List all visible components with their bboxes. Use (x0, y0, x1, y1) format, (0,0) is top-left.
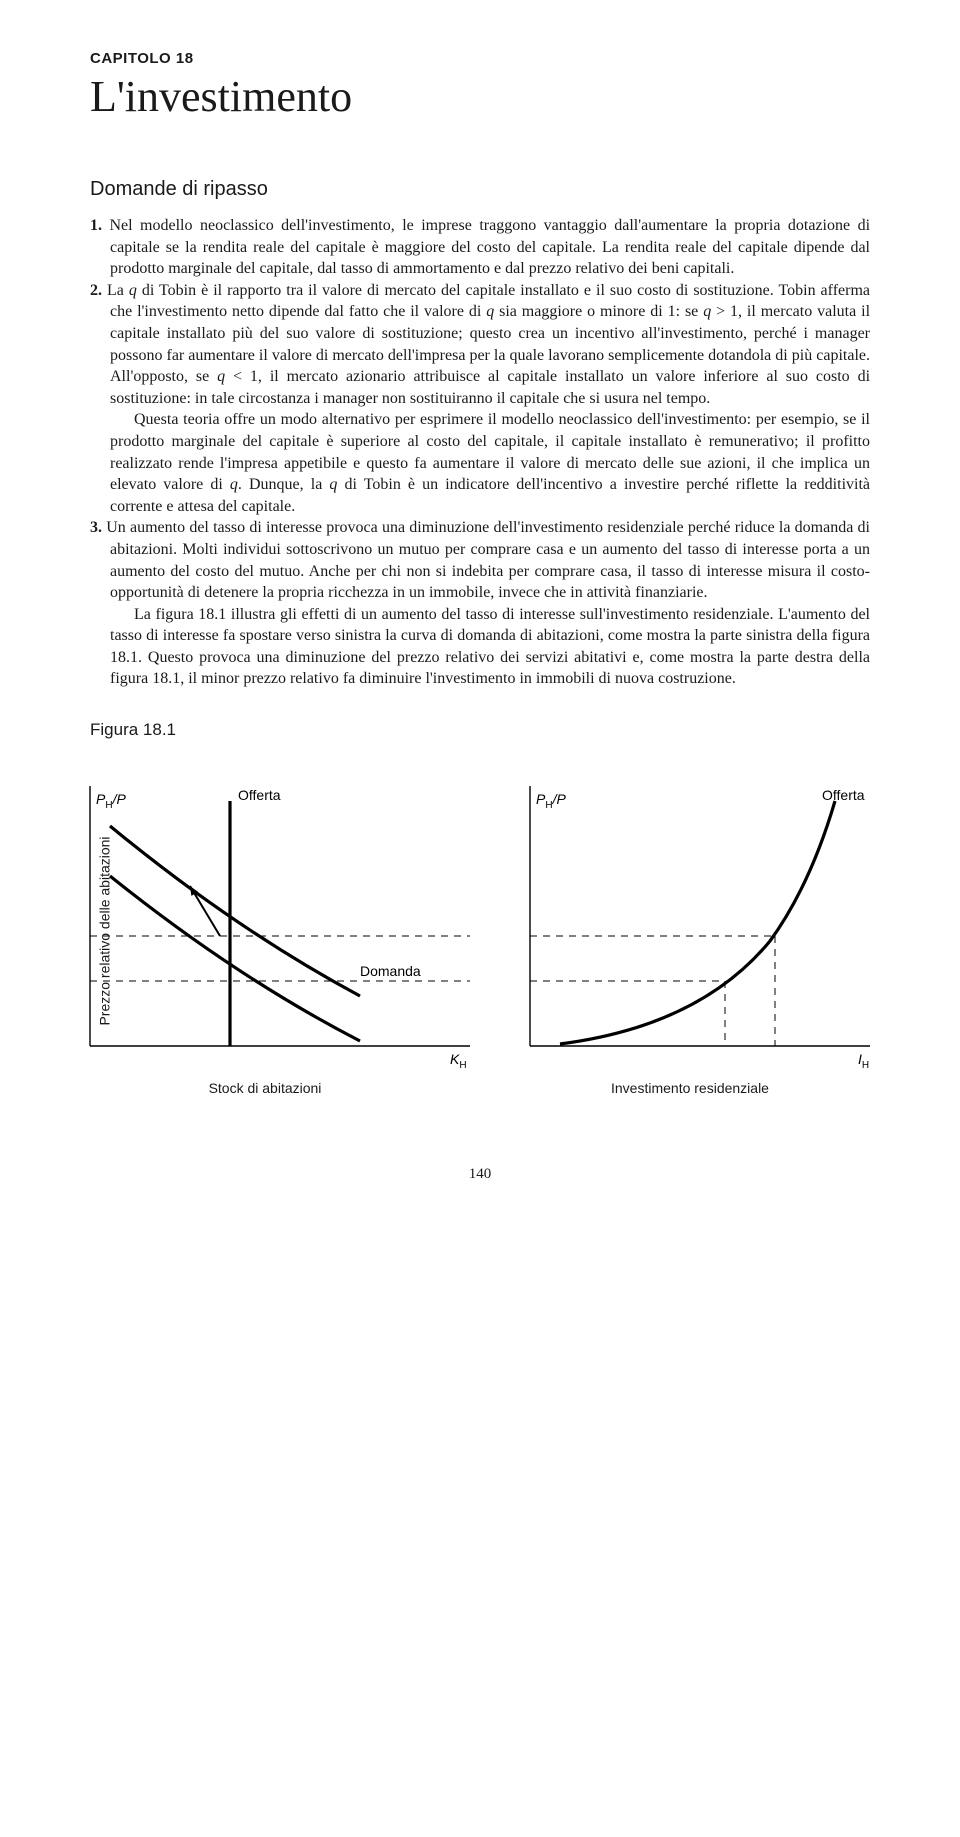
svg-text:Offerta: Offerta (822, 787, 865, 803)
item-2-p2: Questa teoria offre un modo alternativo … (90, 409, 870, 517)
q-var-1: q (129, 282, 137, 299)
right-panel: PH/P Offerta IH Investimento residenziale (500, 766, 880, 1096)
item-1-text: Nel modello neoclassico dell'investiment… (109, 217, 870, 277)
item-1-p1: 1. Nel modello neoclassico dell'investim… (90, 215, 870, 280)
chapter-title: L'investimento (90, 71, 870, 122)
item-3-p2: La figura 18.1 illustra gli effetti di u… (90, 604, 870, 690)
svg-text:PH/P: PH/P (536, 791, 566, 811)
section-title: Domande di ripasso (90, 178, 870, 201)
right-x-caption: Investimento residenziale (500, 1080, 880, 1096)
svg-text:IH: IH (858, 1051, 869, 1071)
item-2-p1: 2. La q di Tobin è il rapporto tra il va… (90, 280, 870, 410)
page-number: 140 (90, 1166, 870, 1183)
item-2-num: 2. (90, 282, 102, 299)
figure-label: Figura 18.1 (90, 720, 870, 740)
left-chart-svg: PH/P Offerta Domanda KH (50, 766, 480, 1076)
item2-p2-b: . Dunque, la (238, 476, 329, 493)
item-1-num: 1. (90, 217, 102, 234)
left-x-caption: Stock di abitazioni (50, 1080, 480, 1096)
q-var-3: q (703, 303, 711, 320)
svg-text:Offerta: Offerta (238, 787, 281, 803)
left-panel: Prezzo relativo delle abitazioni PH/P Off… (50, 766, 480, 1096)
item-3-text: Un aumento del tasso di interesse provoc… (106, 519, 870, 601)
svg-text:Domanda: Domanda (360, 963, 421, 979)
item-3-num: 3. (90, 519, 102, 536)
right-chart-svg: PH/P Offerta IH (500, 766, 880, 1076)
chapter-label: CAPITOLO 18 (90, 50, 870, 67)
y-axis-label: Prezzo relativo delle abitazioni (97, 837, 113, 1026)
item2-t3: sia maggiore o minore di 1: se (494, 303, 703, 320)
item-3-p1: 3. Un aumento del tasso di interesse pro… (90, 517, 870, 603)
svg-text:KH: KH (450, 1051, 467, 1071)
item2-t1: La (107, 282, 129, 299)
svg-text:PH/P: PH/P (96, 791, 126, 811)
q-var-5: q (230, 476, 238, 493)
q-var-4: q (217, 368, 225, 385)
figure-row: Prezzo relativo delle abitazioni PH/P Off… (50, 766, 870, 1096)
